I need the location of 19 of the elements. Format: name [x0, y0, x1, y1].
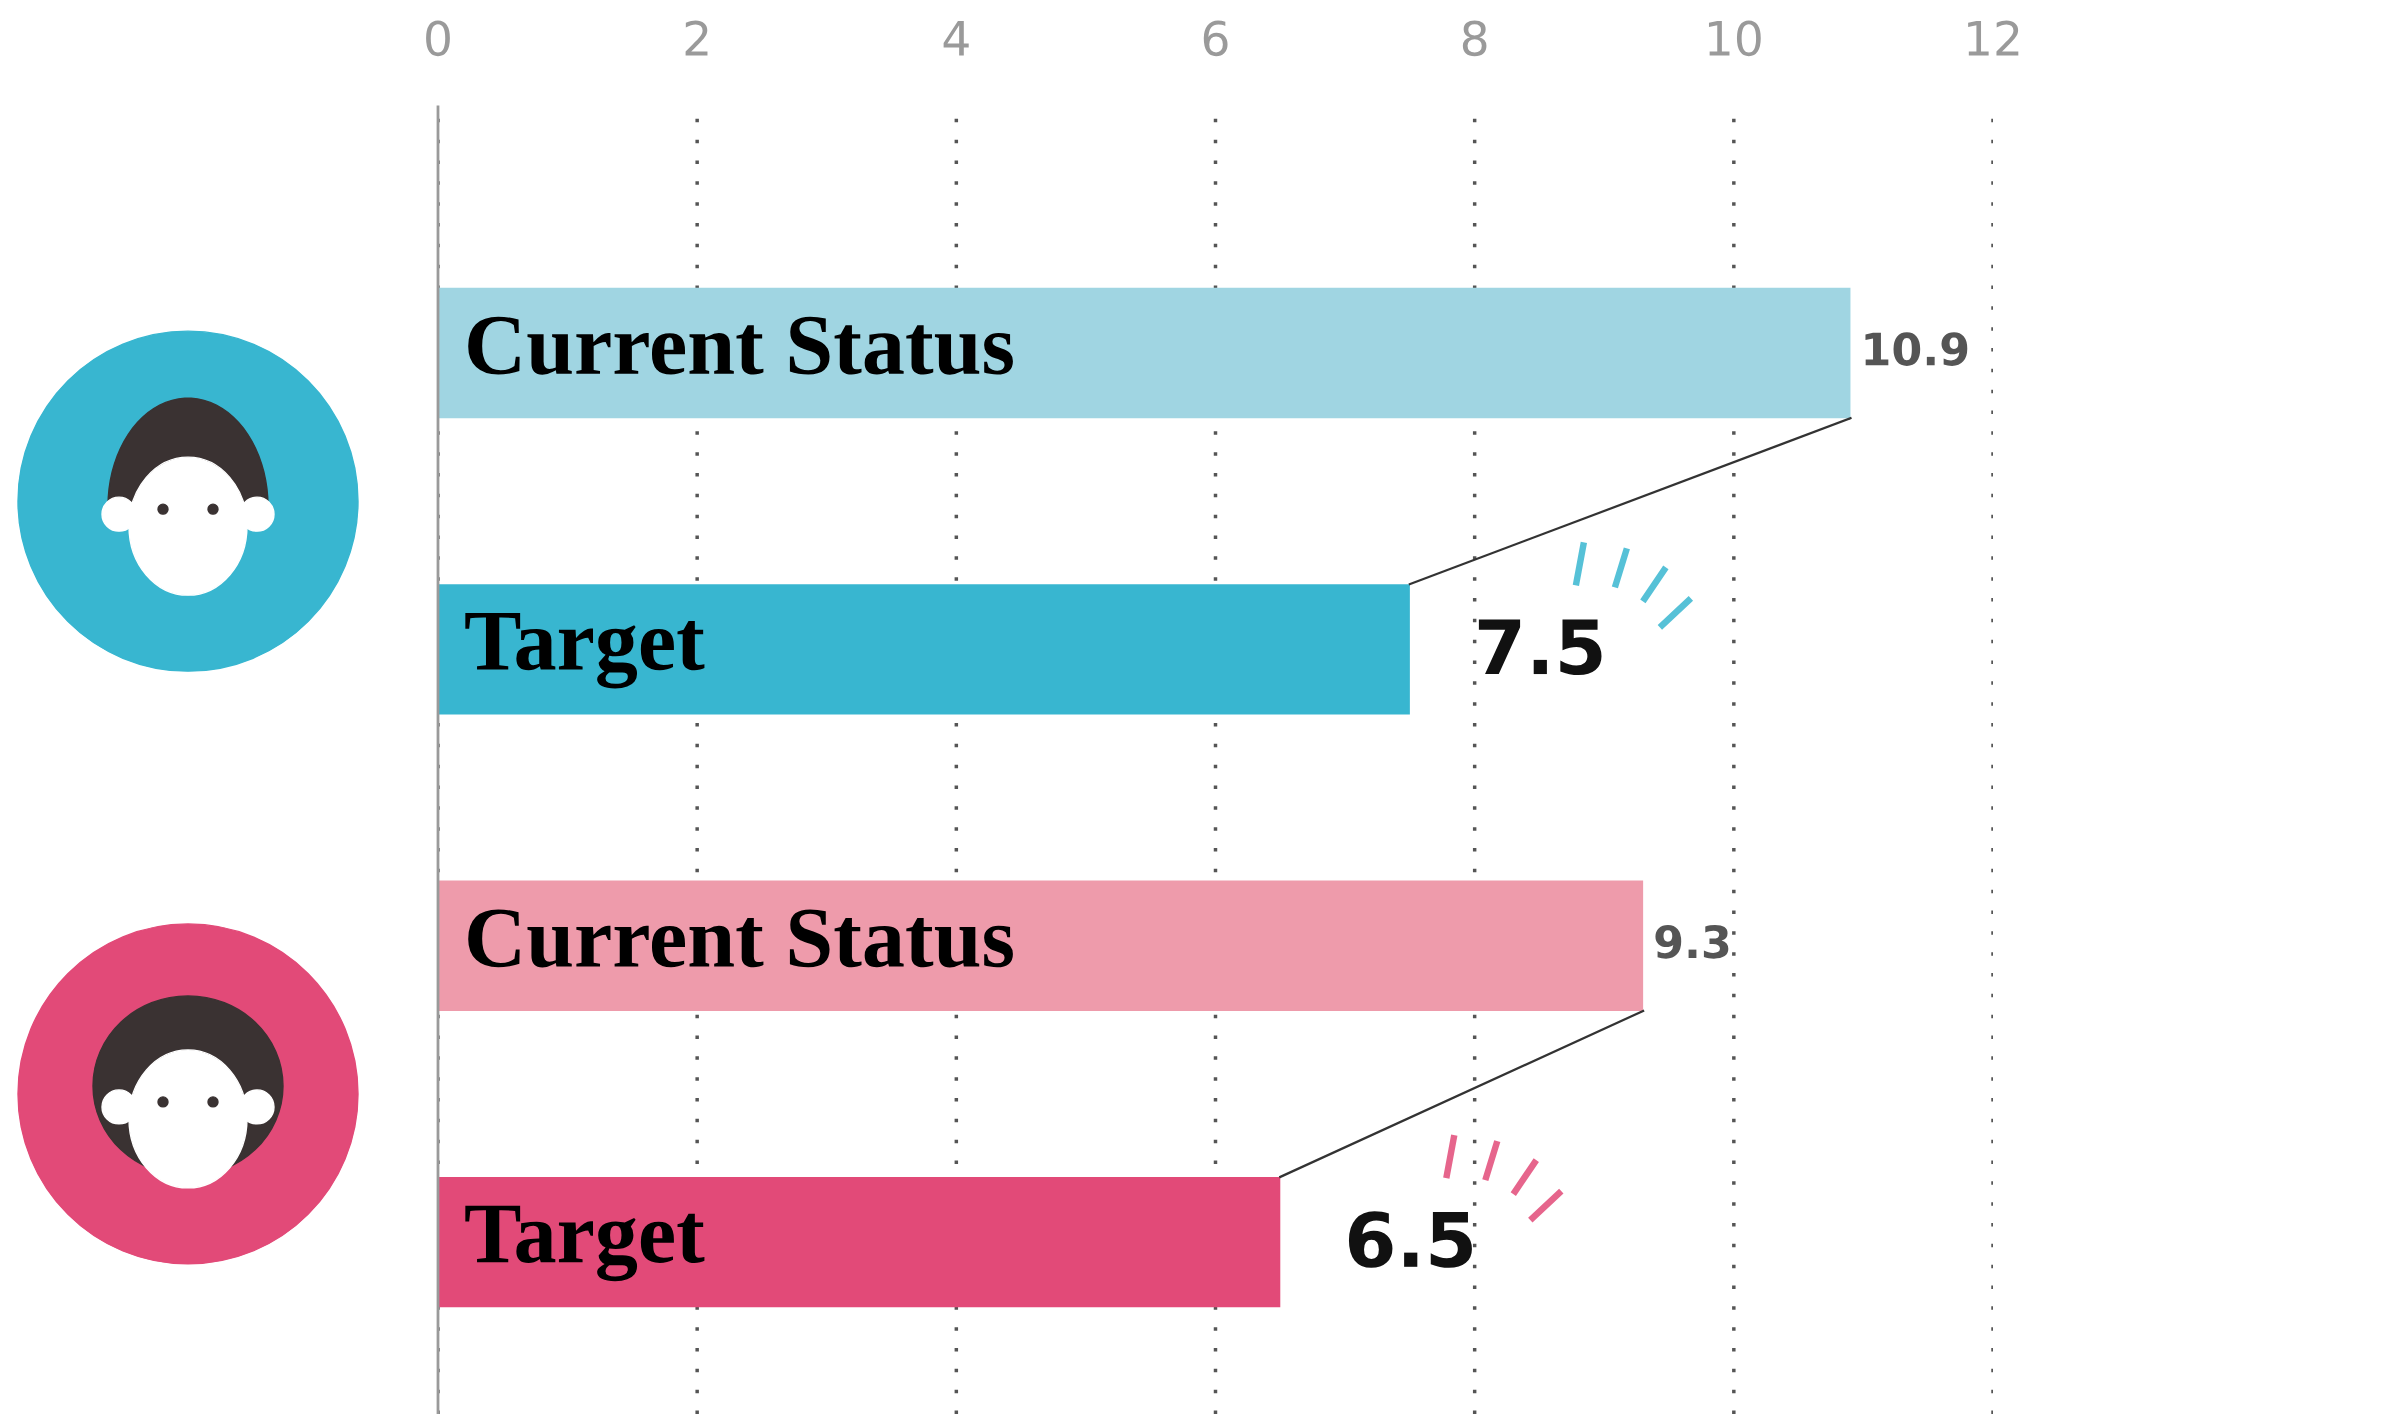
- bar: [438, 287, 1851, 419]
- y-tick-label: Current Status: [468, 316, 1013, 375]
- x-tick-label: 10: [1708, 20, 1761, 57]
- y-tick-label: Target: [465, 1205, 705, 1282]
- bar: [438, 1176, 1281, 1308]
- x-tick-label: 6: [1203, 20, 1228, 57]
- x-tick-label: 0: [426, 20, 450, 57]
- bar: [438, 584, 1410, 715]
- x-tick-label: 2: [685, 20, 708, 56]
- y-tick-label: Target: [465, 613, 705, 689]
- y-tick-label: Current Status: [468, 909, 1013, 968]
- x-tick-label: 4: [943, 21, 969, 56]
- x-tick-label: 12: [1968, 20, 2019, 56]
- bar: [438, 880, 1644, 1011]
- data-label: 9.3: [1655, 925, 1729, 959]
- data-label: 10.9: [1865, 332, 1968, 366]
- x-tick-label: 8: [1462, 20, 1487, 57]
- data-label: 7.5: [1478, 619, 1602, 676]
- data-label: 6.5: [1348, 1211, 1472, 1268]
